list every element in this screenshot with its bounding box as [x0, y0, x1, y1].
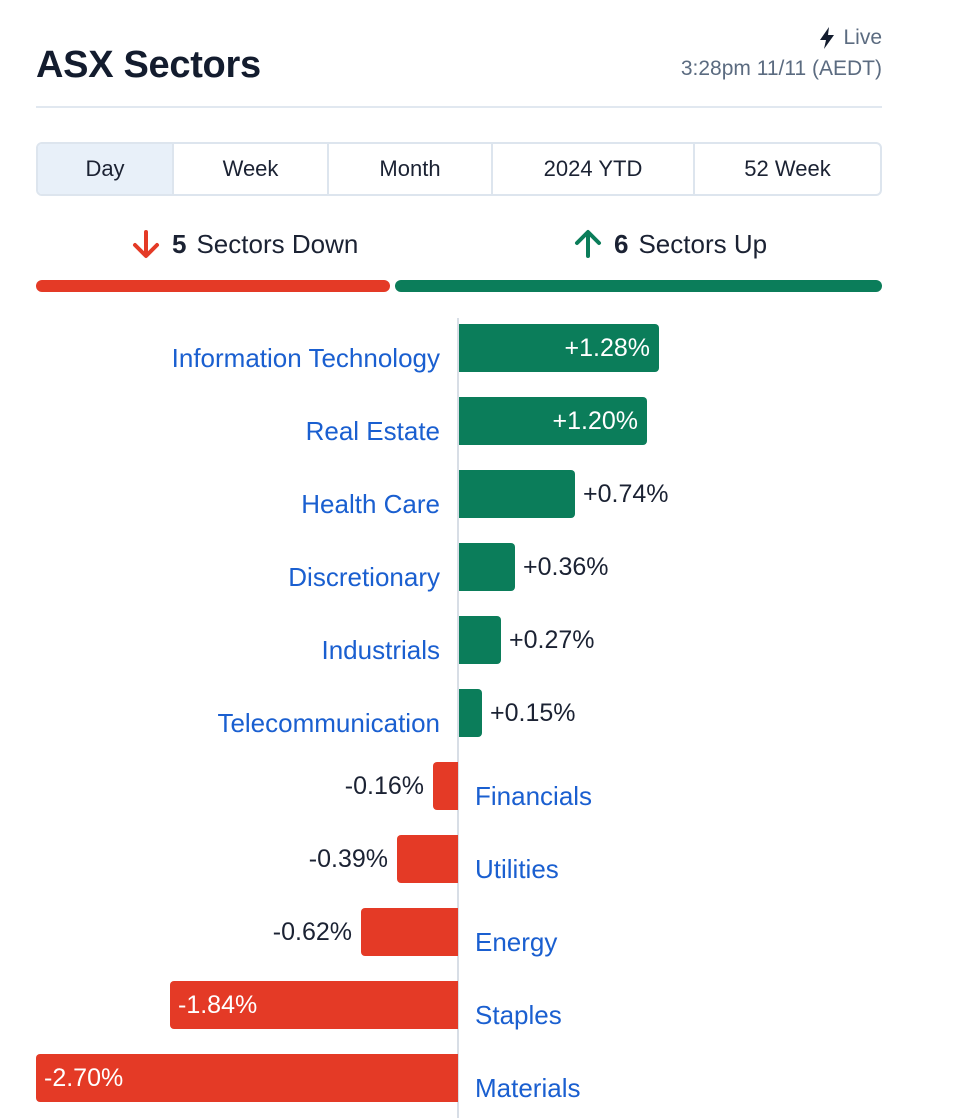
value-label-industrials: +0.27%: [509, 626, 595, 654]
sector-link-real-estate[interactable]: Real Estate: [305, 416, 440, 446]
value-label-telecommunication: +0.15%: [490, 699, 576, 727]
value-label-health-care: +0.74%: [583, 480, 669, 508]
timestamp: 3:28pm 11/11 (AEDT): [680, 57, 882, 80]
arrow-up-icon: [575, 230, 601, 258]
sector-link-discretionary[interactable]: Discretionary: [288, 562, 440, 592]
sectors-down-summary: 5 Sectors Down: [130, 228, 358, 260]
chart-axis: [457, 318, 459, 1118]
up-ratio-bar: [395, 280, 882, 292]
sectors-up-summary: 6 Sectors Up: [572, 228, 767, 260]
bar-telecommunication: [459, 689, 482, 737]
value-label-financials: -0.16%: [344, 772, 424, 800]
bar-materials: [36, 1054, 458, 1102]
bar-staples: [170, 981, 458, 1029]
sector-link-utilities[interactable]: Utilities: [475, 854, 559, 884]
bar-discretionary: [459, 543, 515, 591]
tab-month[interactable]: Month: [329, 144, 493, 194]
up-count: 6: [614, 228, 629, 259]
tab-52-week[interactable]: 52 Week: [744, 156, 831, 181]
down-label: Sectors Down: [196, 228, 359, 259]
period-tabs: Day Week Month 2024 YTD 52 Week: [36, 142, 882, 196]
bar-industrials: [459, 616, 501, 664]
tab-2024-ytd[interactable]: 2024 YTD: [493, 144, 695, 194]
tab-week[interactable]: Week: [174, 144, 329, 194]
value-label-real-estate: +1.20%: [552, 407, 639, 435]
sector-link-health-care[interactable]: Health Care: [301, 489, 440, 519]
bar-energy: [361, 908, 458, 956]
header-divider: [36, 106, 882, 108]
bar-utilities: [397, 835, 458, 883]
bar-information-technology: [459, 324, 659, 372]
value-label-staples: -1.84%: [178, 991, 258, 1019]
bar-financials: [433, 762, 458, 810]
arrow-down-icon: [133, 230, 159, 258]
sector-link-staples[interactable]: Staples: [475, 1000, 562, 1030]
bolt-icon: [820, 27, 835, 49]
live-label: Live: [843, 26, 882, 49]
page-title: ASX Sectors: [36, 44, 261, 86]
up-label: Sectors Up: [638, 228, 768, 259]
live-indicator: Live: [819, 26, 882, 50]
value-label-materials: -2.70%: [44, 1064, 124, 1092]
value-label-utilities: -0.39%: [308, 845, 388, 873]
sector-link-information-technology[interactable]: Information Technology: [171, 343, 440, 373]
down-count: 5: [172, 228, 187, 259]
value-label-energy: -0.62%: [272, 918, 352, 946]
tab-day[interactable]: Day: [38, 144, 174, 194]
sector-link-telecommunication[interactable]: Telecommunication: [217, 708, 440, 738]
sector-link-industrials[interactable]: Industrials: [321, 635, 441, 665]
sector-link-energy[interactable]: Energy: [475, 927, 558, 957]
bar-health-care: [459, 470, 575, 518]
down-ratio-bar: [36, 280, 390, 292]
value-label-information-technology: +1.28%: [564, 334, 651, 362]
sector-link-materials[interactable]: Materials: [475, 1073, 581, 1103]
value-label-discretionary: +0.36%: [523, 553, 609, 581]
sector-link-financials[interactable]: Financials: [475, 781, 593, 811]
bar-real-estate: [459, 397, 647, 445]
